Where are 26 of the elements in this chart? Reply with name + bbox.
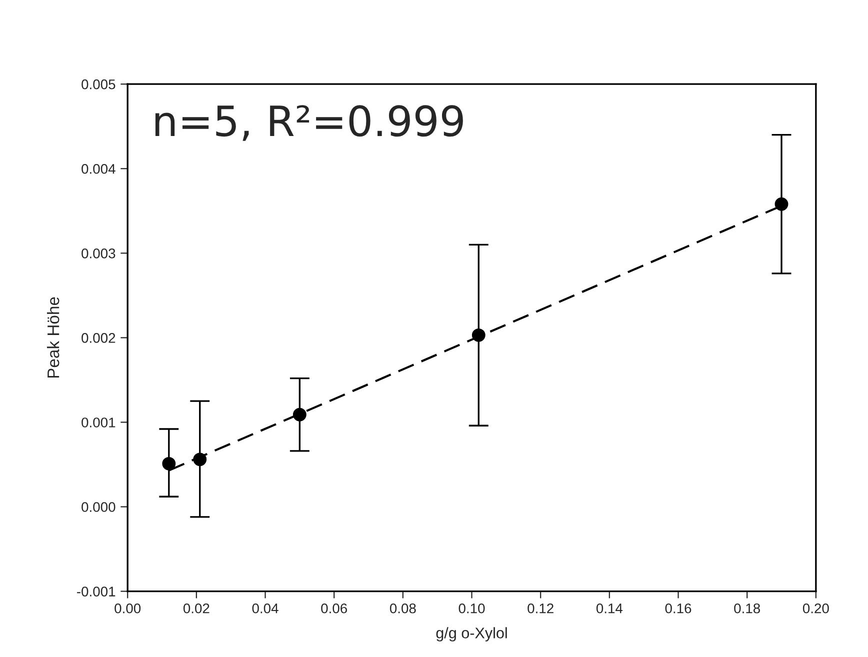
point (774, 197, 788, 211)
x-tick-label: 0.04 (252, 603, 278, 614)
y-axis-title: Peak Höhe (46, 297, 60, 378)
x-tick-label: 0.20 (802, 603, 829, 614)
x-tick-label: 0.06 (321, 603, 347, 614)
point (292, 408, 306, 422)
x-tick-label: 0.08 (390, 603, 416, 614)
y-tick-label: 0.005 (82, 79, 116, 90)
x-tick-label: 0.02 (183, 603, 210, 614)
x-tick-label: 0.18 (734, 603, 760, 614)
x-axis-title: g/g o-Xylol (436, 627, 507, 642)
y-tick-label: 0.001 (82, 418, 116, 428)
x-tick-label: 0.00 (114, 603, 141, 614)
x-tick-label: 0.14 (596, 603, 623, 614)
y-tick-label: 0.000 (82, 502, 116, 512)
point (193, 452, 207, 466)
x-tick-label: 0.12 (528, 603, 554, 614)
y-tick-label: -0.001 (77, 586, 116, 596)
x-tick-label: 0.16 (665, 603, 692, 614)
point (472, 328, 486, 342)
y-tick-label: 0.004 (82, 164, 116, 174)
y-tick-label: 0.003 (82, 248, 116, 258)
y-tick-label: 0.002 (82, 333, 116, 343)
x-tick-label: 0.10 (458, 603, 485, 614)
point (162, 456, 176, 470)
annotation: n=5, R²=0.999 (155, 105, 463, 141)
